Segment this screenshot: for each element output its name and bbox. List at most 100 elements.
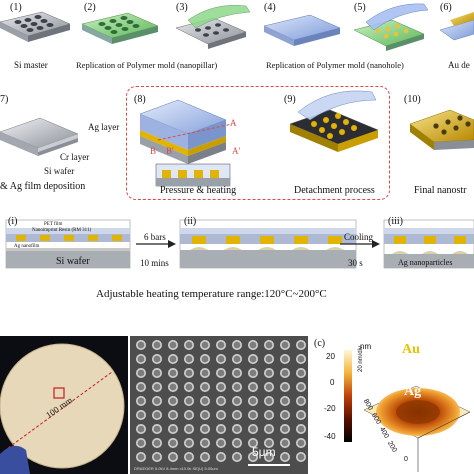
sem-particle xyxy=(200,410,210,420)
sem-particle xyxy=(136,382,146,392)
sem-particle xyxy=(152,368,162,378)
polymer-mold-nanohole-block xyxy=(263,14,341,46)
panel-i-cross-section xyxy=(5,219,131,269)
sem-particle xyxy=(184,410,194,420)
sem-particle xyxy=(168,340,178,350)
sem-particle xyxy=(168,354,178,364)
sem-particle xyxy=(136,354,146,364)
cbar-tick-minus20: -20 xyxy=(324,404,336,413)
caption-replication-nanopillar: Replication of Polymer mold (nanopillar) xyxy=(76,60,218,70)
sem-particle xyxy=(200,438,210,448)
sem-particle xyxy=(248,340,258,350)
sem-particle xyxy=(248,438,258,448)
sem-particle xyxy=(184,382,194,392)
sem-particle xyxy=(216,396,226,406)
label-pet-film: PET film xyxy=(44,222,63,227)
panel-iii-cross-section xyxy=(383,219,474,269)
sem-particle xyxy=(296,424,306,434)
mark-a: A xyxy=(230,118,237,128)
label-si-wafer-process: Si wafer xyxy=(56,256,90,267)
mark-b-prime: B' xyxy=(166,146,174,156)
final-nanostructure-stack xyxy=(409,109,474,150)
sem-particle xyxy=(216,438,226,448)
step-7-number: 7) xyxy=(0,94,9,105)
step-5-number: (5) xyxy=(354,2,366,13)
sem-particle xyxy=(152,452,162,462)
sem-particle xyxy=(296,354,306,364)
sem-particle xyxy=(168,382,178,392)
sem-image: 5μm DRAEGER 5.0kV 8.4mm x10.0k SE(U) 5.0… xyxy=(130,336,308,474)
sem-particle xyxy=(184,452,194,462)
sem-particle xyxy=(184,354,194,364)
sem-particle xyxy=(168,368,178,378)
sem-particle xyxy=(168,396,178,406)
sem-particle xyxy=(296,438,306,448)
panel-iii-number: (iii) xyxy=(388,216,403,227)
sem-particle xyxy=(264,438,274,448)
label-si-wafer: Si wafer xyxy=(44,166,75,176)
sem-particle xyxy=(216,340,226,350)
sem-particle xyxy=(264,382,274,392)
sem-particle xyxy=(200,424,210,434)
afm-3d-surface xyxy=(363,385,471,472)
sem-particle xyxy=(264,396,274,406)
sem-particle xyxy=(248,452,258,462)
sem-particle xyxy=(296,340,306,350)
sem-particle xyxy=(216,410,226,420)
ag-film-wafer-stack xyxy=(0,117,79,156)
sem-particle xyxy=(200,368,210,378)
arrow-cooling xyxy=(340,240,380,248)
process-cross-sections xyxy=(5,219,474,269)
peeling-blue-mold-block xyxy=(353,3,429,51)
sem-particle xyxy=(136,410,146,420)
temperature-range-note: Adjustable heating temperature range:120… xyxy=(96,288,327,300)
dashed-highlight-frame xyxy=(126,86,390,200)
sem-particle xyxy=(200,452,210,462)
sem-particle xyxy=(168,424,178,434)
sem-particle xyxy=(136,424,146,434)
afm-ag-label: Ag xyxy=(404,384,422,399)
arrow-6-bars xyxy=(136,240,176,248)
sem-particle xyxy=(248,410,258,420)
sem-particle xyxy=(280,424,290,434)
cbar-tick-20: 20 xyxy=(326,352,335,361)
sem-particle xyxy=(232,452,242,462)
sem-particle xyxy=(264,452,274,462)
sem-particle xyxy=(296,452,306,462)
sem-particle xyxy=(200,382,210,392)
sem-particle xyxy=(136,368,146,378)
sem-scale-label: 5μm xyxy=(252,445,276,459)
sem-particle xyxy=(184,340,194,350)
mark-a-prime: A' xyxy=(232,146,241,156)
sem-footer: DRAEGER 5.0kV 8.4mm x10.0k SE(U) 5.00um xyxy=(134,466,218,471)
step-6-number: (6) xyxy=(440,2,452,13)
sem-particle xyxy=(248,382,258,392)
sem-particle xyxy=(264,340,274,350)
afm-colorbar xyxy=(344,350,352,442)
label-ag-nanofilm: Ag nanofilm xyxy=(14,244,40,249)
caption-detachment-process: Detachment process xyxy=(294,185,375,196)
sem-particle xyxy=(232,340,242,350)
caption-final-nanostructure: Final nanostr xyxy=(414,185,467,196)
sem-particle xyxy=(184,368,194,378)
sem-particle xyxy=(296,368,306,378)
sem-particle xyxy=(280,340,290,350)
sem-particle xyxy=(232,396,242,406)
sem-particle xyxy=(280,410,290,420)
step-8-number: (8) xyxy=(134,94,146,105)
arrow-2-bottom-label: 30 s xyxy=(348,258,363,268)
sem-particle xyxy=(264,354,274,364)
sem-particle xyxy=(248,354,258,364)
gold-deposition-block-partial xyxy=(439,12,474,41)
label-ag-layer: Ag layer xyxy=(88,122,120,132)
sem-particle xyxy=(200,354,210,364)
afm-axis-tick-0: 0 xyxy=(404,456,408,463)
sem-particle xyxy=(296,382,306,392)
sem-particle xyxy=(264,410,274,420)
pressure-heating-stack xyxy=(139,99,233,187)
sem-particle xyxy=(152,424,162,434)
sem-particle xyxy=(248,424,258,434)
sem-particle xyxy=(232,354,242,364)
sem-particle xyxy=(168,452,178,462)
sem-particle xyxy=(168,410,178,420)
